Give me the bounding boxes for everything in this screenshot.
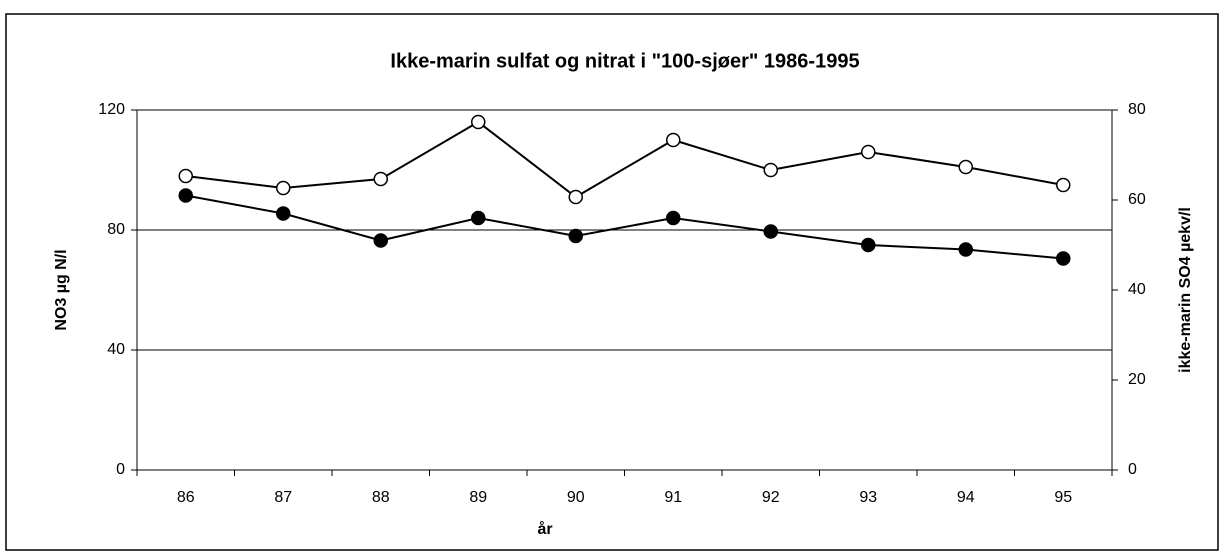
series-line (185, 194, 1064, 260)
y2-tick-label: 20 (1128, 371, 1146, 388)
y2-axis-label: ikke-marin SO4 µekv/l (1177, 207, 1194, 373)
data-point (178, 188, 193, 203)
series-line (185, 120, 1064, 199)
x-tick-label: 92 (762, 489, 780, 506)
x-tick-label: 88 (372, 489, 390, 506)
data-point (568, 189, 583, 205)
x-tick-label: 95 (1054, 489, 1072, 506)
data-point (1056, 251, 1071, 266)
data-point (471, 114, 486, 130)
data-point (471, 210, 486, 226)
y-axis-label: NO3 µg N/l (53, 249, 70, 330)
x-tick-label: 94 (957, 489, 975, 506)
frame (5, 13, 1219, 551)
chart-title: Ikke-marin sulfat og nitrat i "100-sjøer… (390, 50, 859, 72)
data-point (276, 180, 291, 196)
y2-tick-label: 0 (1128, 461, 1137, 478)
y2-tick-label: 80 (1128, 101, 1146, 118)
data-point (1056, 177, 1071, 193)
y-tick-label: 40 (107, 341, 125, 358)
y2-tick-label: 40 (1128, 281, 1146, 298)
y-tick-label: 80 (107, 221, 125, 238)
x-tick-label: 90 (567, 489, 585, 506)
data-point (276, 206, 291, 221)
data-point (666, 132, 681, 148)
data-point (373, 233, 388, 248)
x-tick-label: 93 (859, 489, 877, 506)
y-tick-label: 0 (116, 461, 125, 478)
data-point (178, 168, 193, 184)
data-point (763, 162, 778, 178)
x-tick-label: 89 (469, 489, 487, 506)
data-point (861, 237, 876, 253)
data-point (568, 228, 583, 244)
data-point (763, 224, 778, 239)
x-tick-label: 91 (664, 489, 682, 506)
data-point (373, 171, 388, 187)
x-axis-label: år (537, 520, 552, 538)
x-tick-label: 87 (274, 489, 292, 506)
x-tick-label: 86 (177, 489, 195, 506)
y2-tick-label: 60 (1128, 191, 1146, 208)
data-point (666, 210, 681, 226)
y-tick-label: 120 (98, 101, 125, 118)
data-point (861, 144, 876, 160)
data-point (958, 159, 973, 175)
data-point (958, 242, 973, 257)
